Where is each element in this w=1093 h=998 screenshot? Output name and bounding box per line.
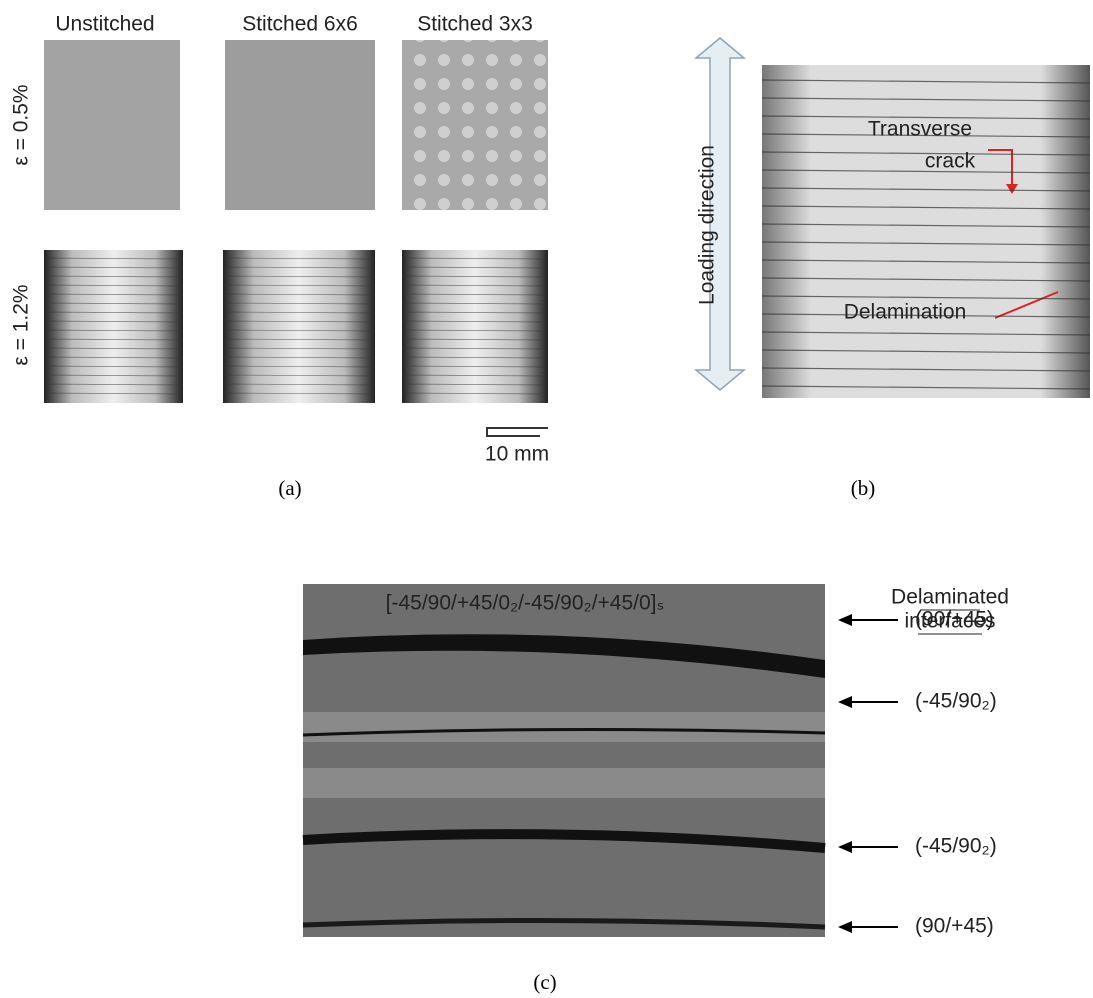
arrow-head bbox=[838, 921, 852, 933]
label: Stitched 6x6 bbox=[242, 13, 358, 36]
label: crack bbox=[925, 150, 976, 173]
label: (a) bbox=[278, 476, 301, 500]
label: (c) bbox=[533, 970, 556, 994]
label: 10 mm bbox=[485, 443, 549, 466]
ply bbox=[303, 712, 825, 742]
image bbox=[402, 250, 548, 403]
arrow-head bbox=[838, 614, 852, 626]
label: Transverse bbox=[868, 118, 972, 141]
label: (-45/90₂) bbox=[915, 690, 997, 713]
label: [-45/90/+45/0₂/-45/90₂/+45/0]ₛ bbox=[386, 592, 665, 615]
label: Loading direction bbox=[696, 145, 719, 305]
ply bbox=[303, 768, 825, 798]
label: (-45/90₂) bbox=[915, 835, 997, 858]
label: Unstitched bbox=[55, 13, 154, 36]
label: (b) bbox=[851, 476, 876, 500]
image bbox=[225, 40, 375, 210]
image bbox=[762, 65, 1090, 398]
label: ε = 0.5% bbox=[10, 84, 33, 165]
images bbox=[44, 38, 1090, 937]
label: Delaminated bbox=[891, 586, 1009, 609]
image bbox=[223, 250, 375, 403]
image bbox=[44, 40, 180, 210]
label: ε = 1.2% bbox=[10, 284, 33, 365]
scale-bar bbox=[487, 428, 548, 436]
label: (90/+45) bbox=[915, 608, 994, 631]
image bbox=[402, 40, 548, 210]
label: Stitched 3x3 bbox=[417, 13, 533, 36]
arrow-head bbox=[838, 841, 852, 853]
image bbox=[44, 250, 183, 403]
label: (90/+45) bbox=[915, 915, 994, 938]
figure: Unstitched Stitched 6x6 Stitched 3x3 ε = 0.… bbox=[0, 0, 1093, 998]
arrow-head bbox=[838, 696, 852, 708]
label: Delamination bbox=[844, 301, 967, 324]
